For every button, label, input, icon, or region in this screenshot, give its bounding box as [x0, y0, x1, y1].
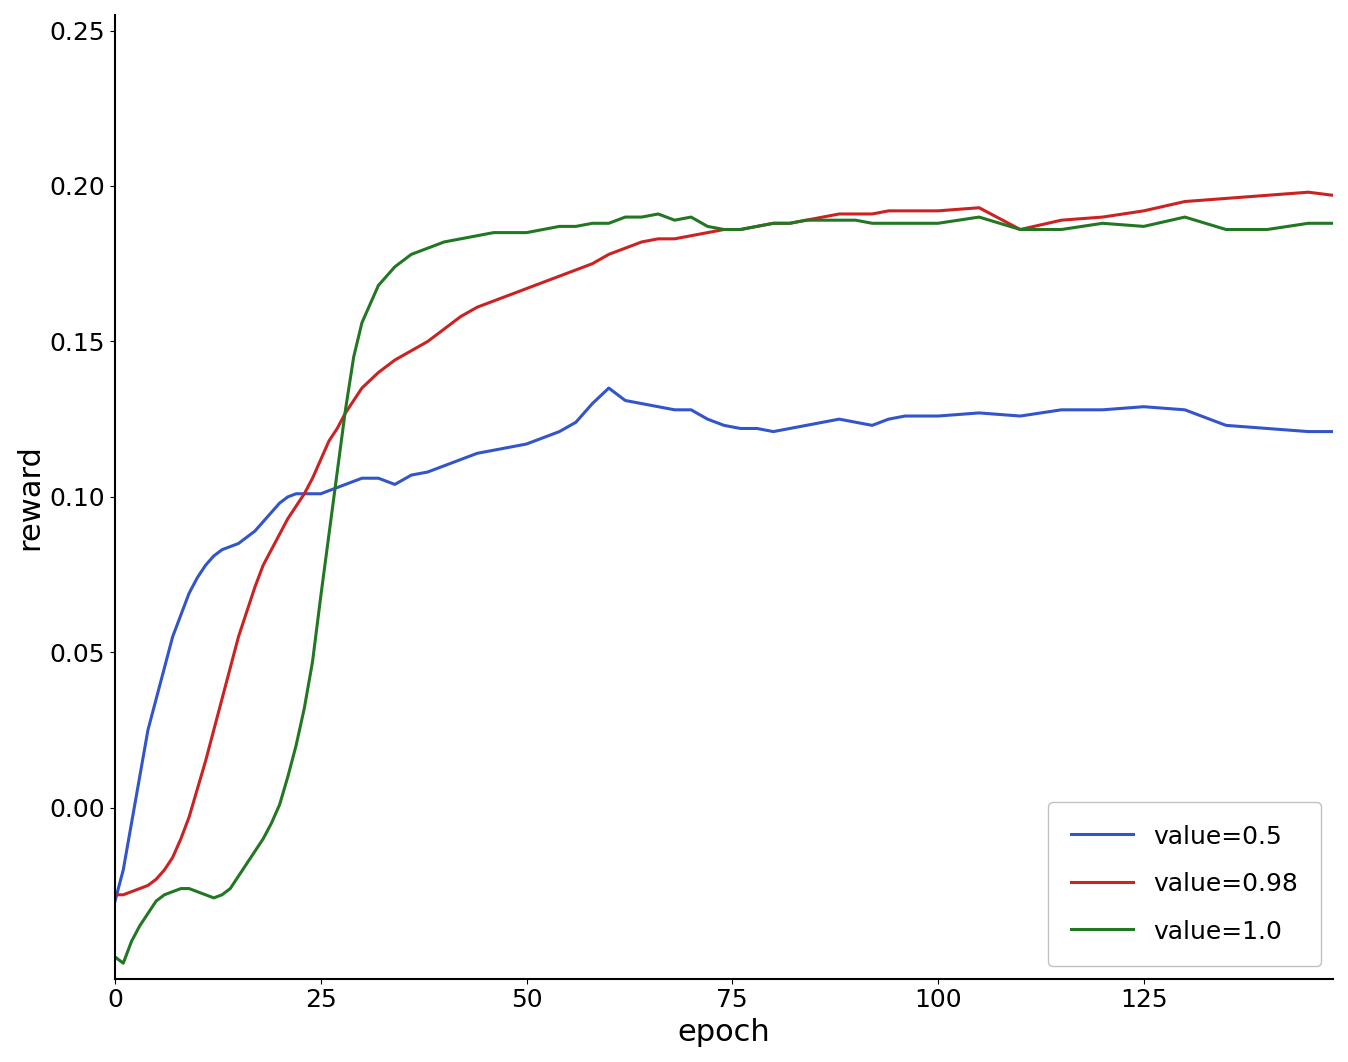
value=0.98 [848, 207, 864, 220]
value=0.5 [666, 404, 682, 416]
Line: value=1.0: value=1.0 [115, 213, 1333, 963]
value=1.0 [106, 950, 123, 963]
value=0.98 [106, 889, 123, 902]
value=0.5 [601, 381, 617, 394]
value=0.98 [1325, 189, 1341, 202]
Y-axis label: reward: reward [15, 444, 44, 550]
value=1.0 [683, 210, 700, 223]
value=0.5 [106, 894, 123, 907]
value=0.5 [1325, 425, 1341, 438]
value=0.5 [164, 631, 181, 644]
value=0.98 [1301, 186, 1317, 199]
Line: value=0.98: value=0.98 [115, 192, 1333, 895]
value=1.0 [173, 883, 189, 895]
value=1.0 [1325, 217, 1341, 229]
value=0.98 [650, 233, 666, 245]
Legend: value=0.5, value=0.98, value=1.0: value=0.5, value=0.98, value=1.0 [1049, 802, 1321, 966]
value=0.5 [700, 413, 716, 426]
value=0.98 [501, 289, 518, 302]
Line: value=0.5: value=0.5 [115, 388, 1333, 901]
value=0.98 [321, 434, 337, 447]
value=1.0 [716, 223, 732, 236]
value=0.5 [321, 484, 337, 497]
X-axis label: epoch: epoch [678, 1018, 771, 1047]
value=1.0 [519, 226, 535, 239]
value=1.0 [115, 957, 131, 970]
value=1.0 [329, 465, 345, 478]
value=1.0 [650, 207, 666, 220]
value=1.0 [880, 217, 896, 229]
value=0.98 [164, 851, 181, 863]
value=0.5 [864, 419, 880, 432]
value=0.98 [683, 229, 700, 242]
value=0.5 [501, 441, 518, 453]
